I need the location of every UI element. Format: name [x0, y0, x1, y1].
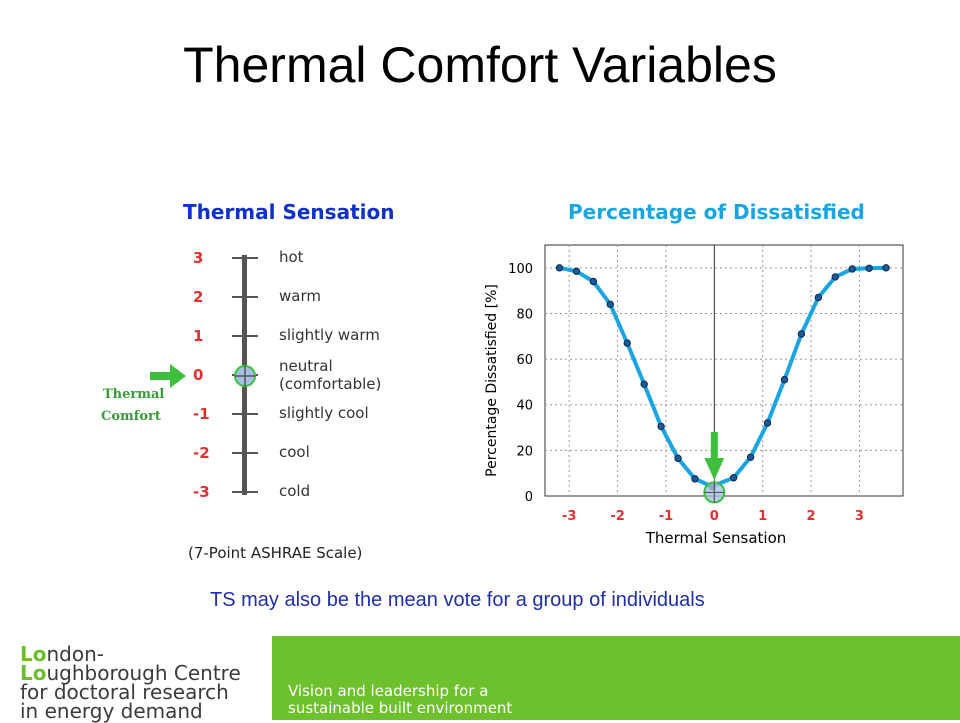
lcdre-logo: London- Loughborough Centre for doctoral… [0, 636, 272, 723]
data-point [589, 277, 598, 286]
logo-line-1: London- [20, 642, 104, 666]
data-point [848, 265, 856, 273]
logo-line-4: in energy demand [20, 699, 203, 723]
tagline: Vision and leadership for a sustainable … [288, 683, 512, 717]
logo-line-3: for doctoral research [20, 680, 229, 704]
data-point [763, 419, 772, 427]
scale-value: 1 [193, 327, 203, 345]
tagline-line-2: sustainable built environment [288, 699, 513, 717]
data-point [572, 267, 581, 275]
x-tick-label: 0 [710, 509, 719, 524]
comfort-arrow-icon [150, 364, 186, 388]
footer-note: TS may also be the mean vote for a group… [210, 589, 705, 611]
x-tick-label: -2 [610, 509, 624, 524]
thermal-sensation-scale: Thermal Sensation 3 hot 2 warm 1 slightly war… [101, 200, 394, 562]
x-axis-label: Thermal Sensation [645, 529, 787, 547]
dissatisfied-chart: Percentage of Dissatisfied 020406080100 … [484, 200, 904, 547]
scale-title: Thermal Sensation [183, 200, 394, 224]
y-tick-label: 0 [525, 490, 533, 505]
data-point [729, 474, 738, 482]
scale-value: 0 [193, 366, 203, 384]
y-tick-label: 100 [508, 262, 533, 277]
scale-value: -2 [193, 444, 210, 462]
logo-line-2: Loughborough Centre [20, 661, 241, 685]
data-point [691, 475, 699, 483]
scale-label: slightly warm [279, 326, 380, 344]
data-point [865, 264, 873, 272]
y-tick-label: 60 [516, 353, 533, 368]
arrow-label-comfort: Comfort [101, 409, 161, 424]
tagline-line-1: Vision and leadership for a [288, 682, 489, 700]
scale-subtitle: (7-Point ASHRAE Scale) [188, 544, 362, 562]
data-point [797, 330, 806, 338]
data-point [831, 273, 839, 281]
x-tick-label: 2 [807, 509, 816, 524]
footer-band [272, 636, 960, 720]
chart-title: Percentage of Dissatisfied [568, 200, 865, 224]
scale-label: cool [279, 443, 310, 461]
data-point [674, 454, 682, 463]
arrow-label-thermal: Thermal [103, 387, 164, 402]
scale-label: warm [279, 287, 321, 305]
scale-label: hot [279, 248, 304, 266]
series-line [559, 265, 887, 489]
x-tick-label: -1 [659, 509, 673, 524]
x-tick-label: 1 [758, 509, 767, 524]
data-point [640, 380, 648, 388]
min-arrow-icon [710, 432, 718, 460]
y-tick-label: 20 [516, 444, 533, 459]
y-axis-label: Percentage Dissatisfied [%] [484, 284, 500, 477]
data-point [623, 339, 631, 347]
scale-label: slightly cool [279, 404, 369, 422]
scale-label: cold [279, 482, 310, 500]
scale-value: 2 [193, 288, 203, 306]
data-point [882, 264, 890, 272]
y-tick-label: 40 [516, 399, 533, 414]
data-point [555, 264, 564, 272]
data-point [814, 293, 823, 302]
plot-area [544, 244, 904, 497]
scale-value: -3 [193, 483, 210, 501]
data-point [780, 375, 789, 384]
x-tick-label: -3 [562, 509, 576, 524]
data-point [746, 453, 755, 461]
data-point [657, 422, 665, 431]
x-tick-label: 3 [855, 509, 864, 524]
scale-label: neutral [279, 357, 333, 375]
data-point [606, 300, 615, 309]
min-arrow-head [704, 458, 725, 480]
scale-value: 3 [193, 249, 203, 267]
scale-value: -1 [193, 405, 210, 423]
y-tick-label: 80 [516, 307, 533, 322]
scale-label-2: (comfortable) [279, 375, 381, 393]
slide-title: Thermal Comfort Variables [183, 37, 777, 93]
